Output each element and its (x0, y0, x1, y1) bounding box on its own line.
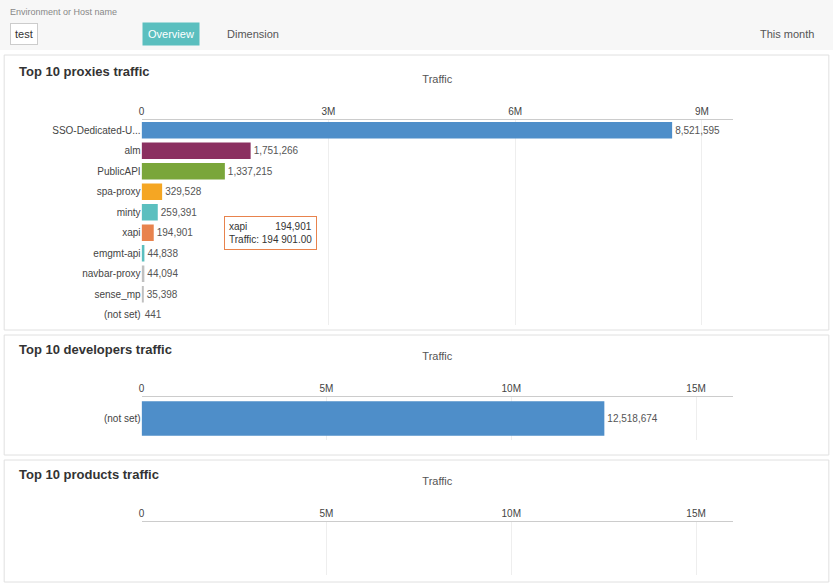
svg-text:This month: This month (760, 28, 814, 40)
svg-text:0: 0 (139, 383, 145, 394)
svg-text:navbar-proxy: navbar-proxy (82, 268, 140, 279)
svg-text:xapi 194,901Traffic:: xapi 194,901Traffic: 194 901.00 (229, 221, 312, 245)
svg-text:0: 0 (139, 508, 145, 519)
svg-text:44,094: 44,094 (147, 268, 178, 279)
svg-text:alm: alm (124, 145, 140, 156)
svg-text:Traffic: Traffic (422, 350, 452, 362)
svg-text:emgmt-api: emgmt-api (93, 248, 140, 259)
svg-text:259,391: 259,391 (161, 207, 198, 218)
svg-text:12,518,674: 12,518,674 (607, 413, 657, 424)
svg-text:9M: 9M (695, 106, 709, 117)
svg-text:194,901: 194,901 (157, 227, 194, 238)
svg-text:Environment or Host name: Environment or Host name (10, 7, 117, 17)
svg-text:5M: 5M (319, 383, 333, 394)
svg-text:SSO-Dedicated-U...: SSO-Dedicated-U... (52, 125, 140, 136)
svg-text:Traffic: Traffic (422, 475, 452, 487)
svg-text:1,337,215: 1,337,215 (228, 166, 273, 177)
svg-text:8,521,595: 8,521,595 (675, 125, 720, 136)
svg-text:PublicAPI: PublicAPI (97, 166, 140, 177)
svg-text:35,398: 35,398 (147, 289, 178, 300)
svg-text:Traffic: Traffic (422, 73, 452, 85)
svg-text:329,528: 329,528 (165, 186, 202, 197)
svg-text:minty: minty (117, 207, 141, 218)
svg-text:10M: 10M (502, 383, 521, 394)
svg-text:(not set): (not set) (104, 309, 141, 320)
svg-text:6M: 6M (508, 106, 522, 117)
svg-text:Dimension: Dimension (227, 28, 279, 40)
svg-text:1,751,266: 1,751,266 (254, 145, 299, 156)
svg-text:Top 10 proxies traffic: Top 10 proxies traffic (19, 64, 150, 79)
svg-text:15M: 15M (686, 508, 705, 519)
svg-text:Top 10 products traffic: Top 10 products traffic (19, 467, 159, 482)
svg-text:0: 0 (139, 106, 145, 117)
svg-text:Overview: Overview (148, 28, 194, 40)
svg-text:5M: 5M (319, 508, 333, 519)
svg-text:441: 441 (145, 309, 162, 320)
svg-text:xapi: xapi (122, 227, 140, 238)
svg-text:spa-proxy: spa-proxy (97, 186, 141, 197)
svg-text:10M: 10M (502, 508, 521, 519)
svg-text:test: test (15, 28, 33, 40)
svg-text:44,838: 44,838 (147, 248, 178, 259)
svg-text:3M: 3M (321, 106, 335, 117)
svg-text:sense_mp: sense_mp (94, 289, 141, 300)
svg-text:(not set): (not set) (104, 413, 141, 424)
svg-text:15M: 15M (686, 383, 705, 394)
svg-text:Top 10 developers traffic: Top 10 developers traffic (19, 342, 172, 357)
